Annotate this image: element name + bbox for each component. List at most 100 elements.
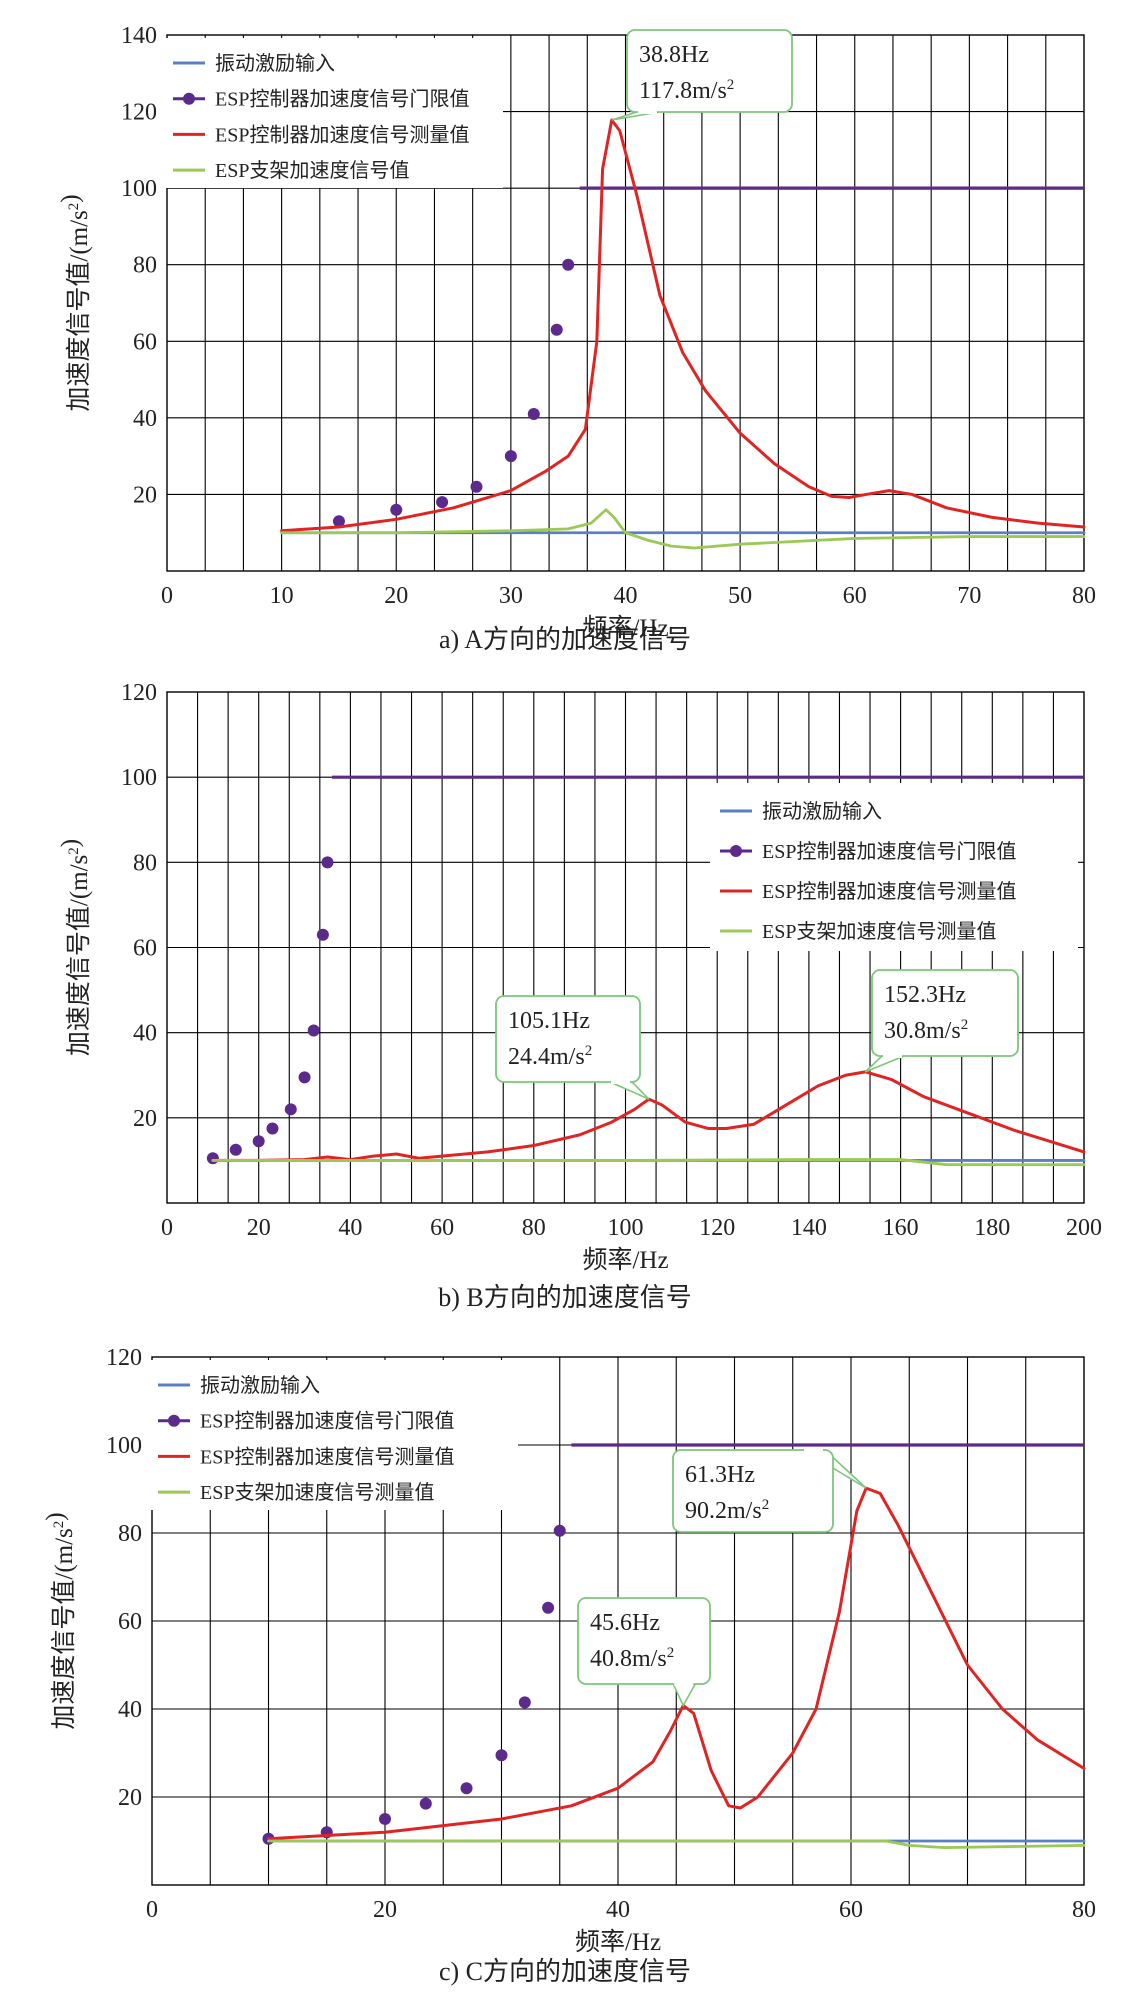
legend-entry-label: 振动激励输入 [762,800,882,823]
x-tick-label: 0 [146,1897,158,1923]
series-2-point [562,258,575,271]
series-2-point [298,1071,311,1084]
x-tick-label: 50 [728,583,752,609]
annotation-text: 30.8m/s2 [884,1017,968,1044]
annotation-text: 152.3Hz [884,982,966,1008]
y-tick-label: 100 [121,176,157,202]
x-tick-label: 20 [373,1897,397,1923]
x-axis-label: 频率/Hz [575,1928,661,1956]
series-2-point [553,1524,566,1537]
y-tick-label: 100 [121,765,157,791]
legend: 振动激励输入 ESP控制器加速度信号门限值 ESP控制器加速度信号测量值 ESP支架加… [148,1360,518,1510]
annotation-text: 24.4m/s2 [508,1043,592,1070]
x-tick-label: 30 [499,583,523,609]
y-axis-label: 加速度信号值/(m/s2) [57,839,93,1056]
plot-frame [151,1356,1085,1886]
legend-swatch-marker [730,845,742,857]
y-axis-label: 加速度信号值/(m/s2) [42,1512,78,1729]
legend-entry-label: ESP控制器加速度信号测量值 [215,123,469,146]
legend-entry-label: ESP支架加速度信号测量值 [762,920,996,943]
annotation-text: 61.3Hz [685,1462,755,1488]
legend-entry-label: ESP支架加速度信号测量值 [200,1481,434,1504]
legend-entry-label: ESP控制器加速度信号门限值 [200,1410,454,1433]
x-tick-label: 40 [614,583,638,609]
x-tick-label: 20 [384,583,408,609]
annotation-text: 38.8Hz [639,42,709,68]
series-2-point [390,503,403,516]
x-tick-label: 10 [270,583,294,609]
x-tick-label: 20 [247,1215,271,1241]
y-tick-label: 20 [133,1106,157,1132]
series-2-point [504,450,517,463]
y-tick-label: 80 [133,253,157,279]
x-tick-label: 0 [161,583,173,609]
chart-caption: c) C方向的加速度信号 [439,1957,691,1986]
series-2-point [542,1601,555,1614]
y-tick-label: 40 [133,406,157,432]
y-tick-label: 40 [133,1021,157,1047]
peak-annotation: 105.1Hz 24.4m/s2 [495,995,650,1100]
series-4-line [211,1158,1086,1167]
x-tick-label: 140 [791,1215,827,1241]
series-2-point [307,1024,320,1037]
series-2-point [206,1152,219,1165]
chart-caption: a) A方向的加速度信号 [439,625,691,654]
annotation-text: 40.8m/s2 [590,1645,674,1672]
series-2-point [379,1813,391,1825]
y-tick-label: 120 [106,1345,142,1371]
y-tick-label: 20 [118,1785,142,1811]
annotation-pointer [864,1055,905,1073]
y-tick-label: 60 [133,936,157,962]
series-2-point [495,1749,508,1762]
annotation-text: 117.8m/s2 [639,77,734,104]
x-tick-label: 200 [1066,1215,1102,1241]
legend-entry-label: ESP控制器加速度信号门限值 [215,88,469,111]
plot-frame [166,34,1085,572]
series-2-point [332,515,345,528]
annotation-joint [883,1054,902,1058]
y-tick-label: 60 [133,329,157,355]
series-2-point [460,1782,473,1795]
peak-annotation: 152.3Hz 30.8m/s2 [864,969,1019,1073]
legend-entry-label: ESP支架加速度信号值 [215,159,409,182]
series-2-point [316,928,329,941]
x-tick-label: 100 [608,1215,644,1241]
series-2-point [518,1696,531,1709]
annotation-box [577,1597,711,1685]
annotation-box [672,1449,834,1533]
x-axis-label: 频率/Hz [582,614,668,642]
y-tick-label: 140 [121,23,157,49]
legend-entry-label: ESP控制器加速度信号测量值 [200,1445,454,1468]
annotation-text: 90.2m/s2 [685,1497,769,1524]
y-tick-label: 60 [118,1609,142,1635]
x-tick-label: 80 [522,1215,546,1241]
legend-swatch-marker [168,1414,180,1427]
annotation-joint [611,1080,630,1084]
peak-annotation: 38.8Hz 117.8m/s2 [611,29,793,121]
annotation-box [626,29,793,113]
series-4-line [267,1839,1086,1849]
chart-panel-a: 0 10 20 30 40 50 60 70 80 20 40 60 80 100 120 140 频率/Hz 加… [57,23,1096,654]
y-axis-label: 加速度信号值/(m/s2) [57,194,93,411]
series-group [262,1443,1086,1849]
annotation-joint [804,1448,823,1452]
x-tick-label: 80 [1072,583,1096,609]
y-tick-label: 80 [133,850,157,876]
series-3-line [280,118,1086,533]
legend-entry-label: ESP控制器加速度信号测量值 [762,880,1016,903]
series-2-point [550,323,563,336]
plot-frame [166,691,1085,1204]
peak-annotation: 61.3Hz 90.2m/s2 [672,1448,867,1533]
y-tick-label: 20 [133,482,157,508]
x-axis-label: 频率/Hz [582,1246,668,1274]
legend-box [148,1360,518,1510]
annotation-box [871,969,1019,1057]
legend-box [710,783,1078,951]
series-2-point [252,1135,265,1148]
legend-entry-label: ESP控制器加速度信号门限值 [762,840,1016,863]
legend: 振动激励输入 ESP控制器加速度信号门限值 ESP控制器加速度信号测量值 ESP支架加… [710,783,1078,951]
series-2-point [266,1122,279,1135]
series-group [280,118,1086,550]
y-tick-label: 100 [106,1433,142,1459]
